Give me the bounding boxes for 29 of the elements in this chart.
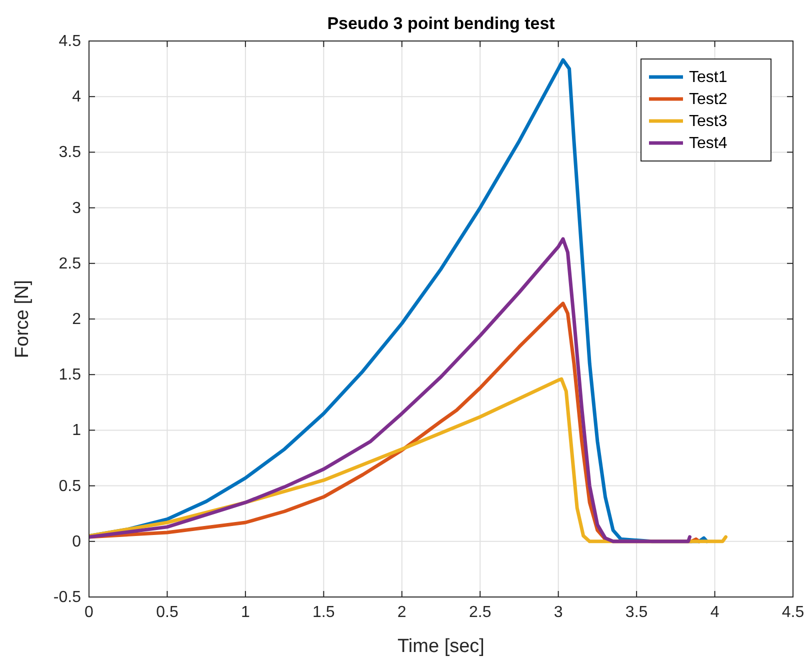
y-tick-label: 4.5 xyxy=(58,33,82,50)
x-tick-label: 2.5 xyxy=(468,604,492,621)
legend-label: Test1 xyxy=(689,69,728,86)
x-tick-label: 3 xyxy=(554,604,563,621)
x-tick-label: 1 xyxy=(240,604,250,621)
y-tick-label: 0 xyxy=(72,533,82,550)
y-axis-title: Force [N] xyxy=(12,280,33,358)
chart-title: Pseudo 3 point bending test xyxy=(327,14,556,33)
y-tick-label: -0.5 xyxy=(53,589,82,606)
legend-label: Test4 xyxy=(689,135,728,152)
legend-label: Test2 xyxy=(689,91,728,108)
y-tick-label: 2 xyxy=(72,311,82,328)
y-tick-label: 1.5 xyxy=(58,366,82,384)
x-tick-label: 0.5 xyxy=(156,604,178,621)
y-tick-label: 3 xyxy=(72,200,82,217)
x-tick-label: 4 xyxy=(710,604,720,621)
x-axis-title: Time [sec] xyxy=(398,636,484,657)
line-series xyxy=(89,237,692,544)
y-tick-label: 4 xyxy=(72,88,82,106)
x-tick-label: 2 xyxy=(397,604,406,621)
x-tick-label: 4.5 xyxy=(782,604,804,621)
y-tick-label: 1 xyxy=(72,422,82,440)
x-tick-label: 0 xyxy=(84,604,94,621)
y-tick-label: 2.5 xyxy=(58,255,82,272)
x-tick-label: 3.5 xyxy=(625,604,648,621)
y-tick-label: 0.5 xyxy=(58,478,82,495)
legend-label: Test3 xyxy=(689,113,728,130)
y-tick-label: 3.5 xyxy=(58,144,82,162)
x-tick-label: 1.5 xyxy=(312,604,335,621)
